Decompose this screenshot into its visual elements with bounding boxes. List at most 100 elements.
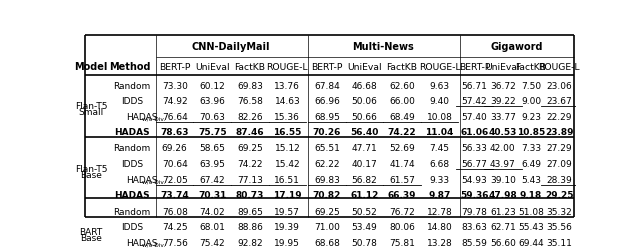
Text: 75.81: 75.81 bbox=[389, 238, 415, 247]
Text: 22.29: 22.29 bbox=[547, 112, 572, 121]
Text: 42.00: 42.00 bbox=[490, 144, 516, 153]
Text: 9.33: 9.33 bbox=[429, 175, 450, 184]
Text: 77.13: 77.13 bbox=[237, 175, 263, 184]
Text: 85.59: 85.59 bbox=[461, 238, 488, 247]
Text: 27.09: 27.09 bbox=[547, 160, 572, 168]
Text: 66.00: 66.00 bbox=[389, 97, 415, 106]
Text: 74.22: 74.22 bbox=[388, 128, 417, 137]
Text: 70.26: 70.26 bbox=[313, 128, 341, 137]
Text: 35.32: 35.32 bbox=[547, 207, 572, 216]
Text: 23.67: 23.67 bbox=[547, 97, 572, 106]
Text: BART: BART bbox=[79, 227, 102, 236]
Text: 75.42: 75.42 bbox=[200, 238, 225, 247]
Text: 15.36: 15.36 bbox=[275, 112, 300, 121]
Text: 63.96: 63.96 bbox=[199, 97, 225, 106]
Text: 14.80: 14.80 bbox=[427, 222, 452, 231]
Text: 54.93: 54.93 bbox=[461, 175, 488, 184]
Text: Gigaword: Gigaword bbox=[491, 42, 543, 52]
Text: 28.39: 28.39 bbox=[547, 175, 572, 184]
Text: 69.25: 69.25 bbox=[314, 207, 340, 216]
Text: 69.83: 69.83 bbox=[237, 81, 263, 90]
Text: 74.25: 74.25 bbox=[162, 222, 188, 231]
Text: 68.49: 68.49 bbox=[389, 112, 415, 121]
Text: 60.12: 60.12 bbox=[200, 81, 225, 90]
Text: 27.29: 27.29 bbox=[547, 144, 572, 153]
Text: 39.22: 39.22 bbox=[490, 97, 516, 106]
Text: 43.97: 43.97 bbox=[490, 160, 516, 168]
Text: 72.05: 72.05 bbox=[162, 175, 188, 184]
Text: 76.08: 76.08 bbox=[162, 207, 188, 216]
Text: ROUGE-L: ROUGE-L bbox=[267, 62, 308, 71]
Text: IDDS: IDDS bbox=[121, 97, 143, 106]
Text: 23.06: 23.06 bbox=[547, 81, 572, 90]
Text: 9.00: 9.00 bbox=[521, 97, 541, 106]
Text: 70.64: 70.64 bbox=[162, 160, 188, 168]
Text: HADAS: HADAS bbox=[126, 238, 157, 247]
Text: FactKB: FactKB bbox=[387, 62, 417, 71]
Text: BERT-P: BERT-P bbox=[159, 62, 191, 71]
Text: 67.84: 67.84 bbox=[314, 81, 340, 90]
Text: 9.18: 9.18 bbox=[520, 190, 542, 199]
Text: HADAS: HADAS bbox=[126, 175, 157, 184]
Text: Random: Random bbox=[113, 81, 150, 90]
Text: 71.00: 71.00 bbox=[314, 222, 340, 231]
Text: 9.87: 9.87 bbox=[428, 190, 451, 199]
Text: 61.06: 61.06 bbox=[460, 128, 489, 137]
Text: 12.78: 12.78 bbox=[427, 207, 452, 216]
Text: 35.11: 35.11 bbox=[547, 238, 572, 247]
Text: IDDS: IDDS bbox=[121, 160, 143, 168]
Text: 50.52: 50.52 bbox=[351, 207, 378, 216]
Text: Base: Base bbox=[80, 170, 102, 179]
Text: 69.26: 69.26 bbox=[162, 144, 188, 153]
Text: CNN-DailyMail: CNN-DailyMail bbox=[192, 42, 270, 52]
Text: 56.40: 56.40 bbox=[350, 128, 379, 137]
Text: 50.06: 50.06 bbox=[351, 97, 378, 106]
Text: 83.63: 83.63 bbox=[461, 222, 488, 231]
Text: 56.71: 56.71 bbox=[461, 81, 488, 90]
Text: 29.25: 29.25 bbox=[545, 190, 573, 199]
Text: 33.77: 33.77 bbox=[490, 112, 516, 121]
Text: 74.22: 74.22 bbox=[237, 160, 262, 168]
Text: 5.43: 5.43 bbox=[521, 175, 541, 184]
Text: ROUGE-L: ROUGE-L bbox=[419, 62, 460, 71]
Text: 75.75: 75.75 bbox=[198, 128, 227, 137]
Text: 9.63: 9.63 bbox=[429, 81, 450, 90]
Text: 39.10: 39.10 bbox=[490, 175, 516, 184]
Text: FactKB: FactKB bbox=[234, 62, 266, 71]
Text: 56.60: 56.60 bbox=[490, 238, 516, 247]
Text: 50.78: 50.78 bbox=[351, 238, 378, 247]
Text: 9.40: 9.40 bbox=[429, 97, 450, 106]
Text: HADAS: HADAS bbox=[126, 112, 157, 121]
Text: 70.63: 70.63 bbox=[199, 112, 225, 121]
Text: 19.57: 19.57 bbox=[275, 207, 300, 216]
Text: 53.49: 53.49 bbox=[351, 222, 378, 231]
Text: ROUGE-L: ROUGE-L bbox=[539, 62, 580, 71]
Text: HADAS: HADAS bbox=[115, 128, 150, 137]
Text: 13.28: 13.28 bbox=[427, 238, 452, 247]
Text: Base: Base bbox=[80, 233, 102, 242]
Text: 56.77: 56.77 bbox=[461, 160, 488, 168]
Text: 15.12: 15.12 bbox=[275, 144, 300, 153]
Text: UniEval: UniEval bbox=[195, 62, 230, 71]
Text: 80.73: 80.73 bbox=[236, 190, 264, 199]
Text: 19.95: 19.95 bbox=[275, 238, 300, 247]
Text: 58.65: 58.65 bbox=[199, 144, 225, 153]
Text: 10.08: 10.08 bbox=[427, 112, 452, 121]
Text: 46.68: 46.68 bbox=[351, 81, 378, 90]
Text: BERT-P: BERT-P bbox=[459, 62, 490, 71]
Text: 23.89: 23.89 bbox=[545, 128, 573, 137]
Text: 89.65: 89.65 bbox=[237, 207, 263, 216]
Text: Model: Model bbox=[74, 62, 108, 72]
Text: 76.72: 76.72 bbox=[389, 207, 415, 216]
Text: Flan-T5: Flan-T5 bbox=[75, 164, 107, 173]
Text: 70.31: 70.31 bbox=[198, 190, 227, 199]
Text: 61.57: 61.57 bbox=[389, 175, 415, 184]
Text: 6.49: 6.49 bbox=[521, 160, 541, 168]
Text: BERT-P: BERT-P bbox=[311, 62, 342, 71]
Text: 77.56: 77.56 bbox=[162, 238, 188, 247]
Text: 9.23: 9.23 bbox=[521, 112, 541, 121]
Text: 69.44: 69.44 bbox=[518, 238, 544, 247]
Text: 65.51: 65.51 bbox=[314, 144, 340, 153]
Text: 66.39: 66.39 bbox=[388, 190, 417, 199]
Text: Random: Random bbox=[113, 207, 150, 216]
